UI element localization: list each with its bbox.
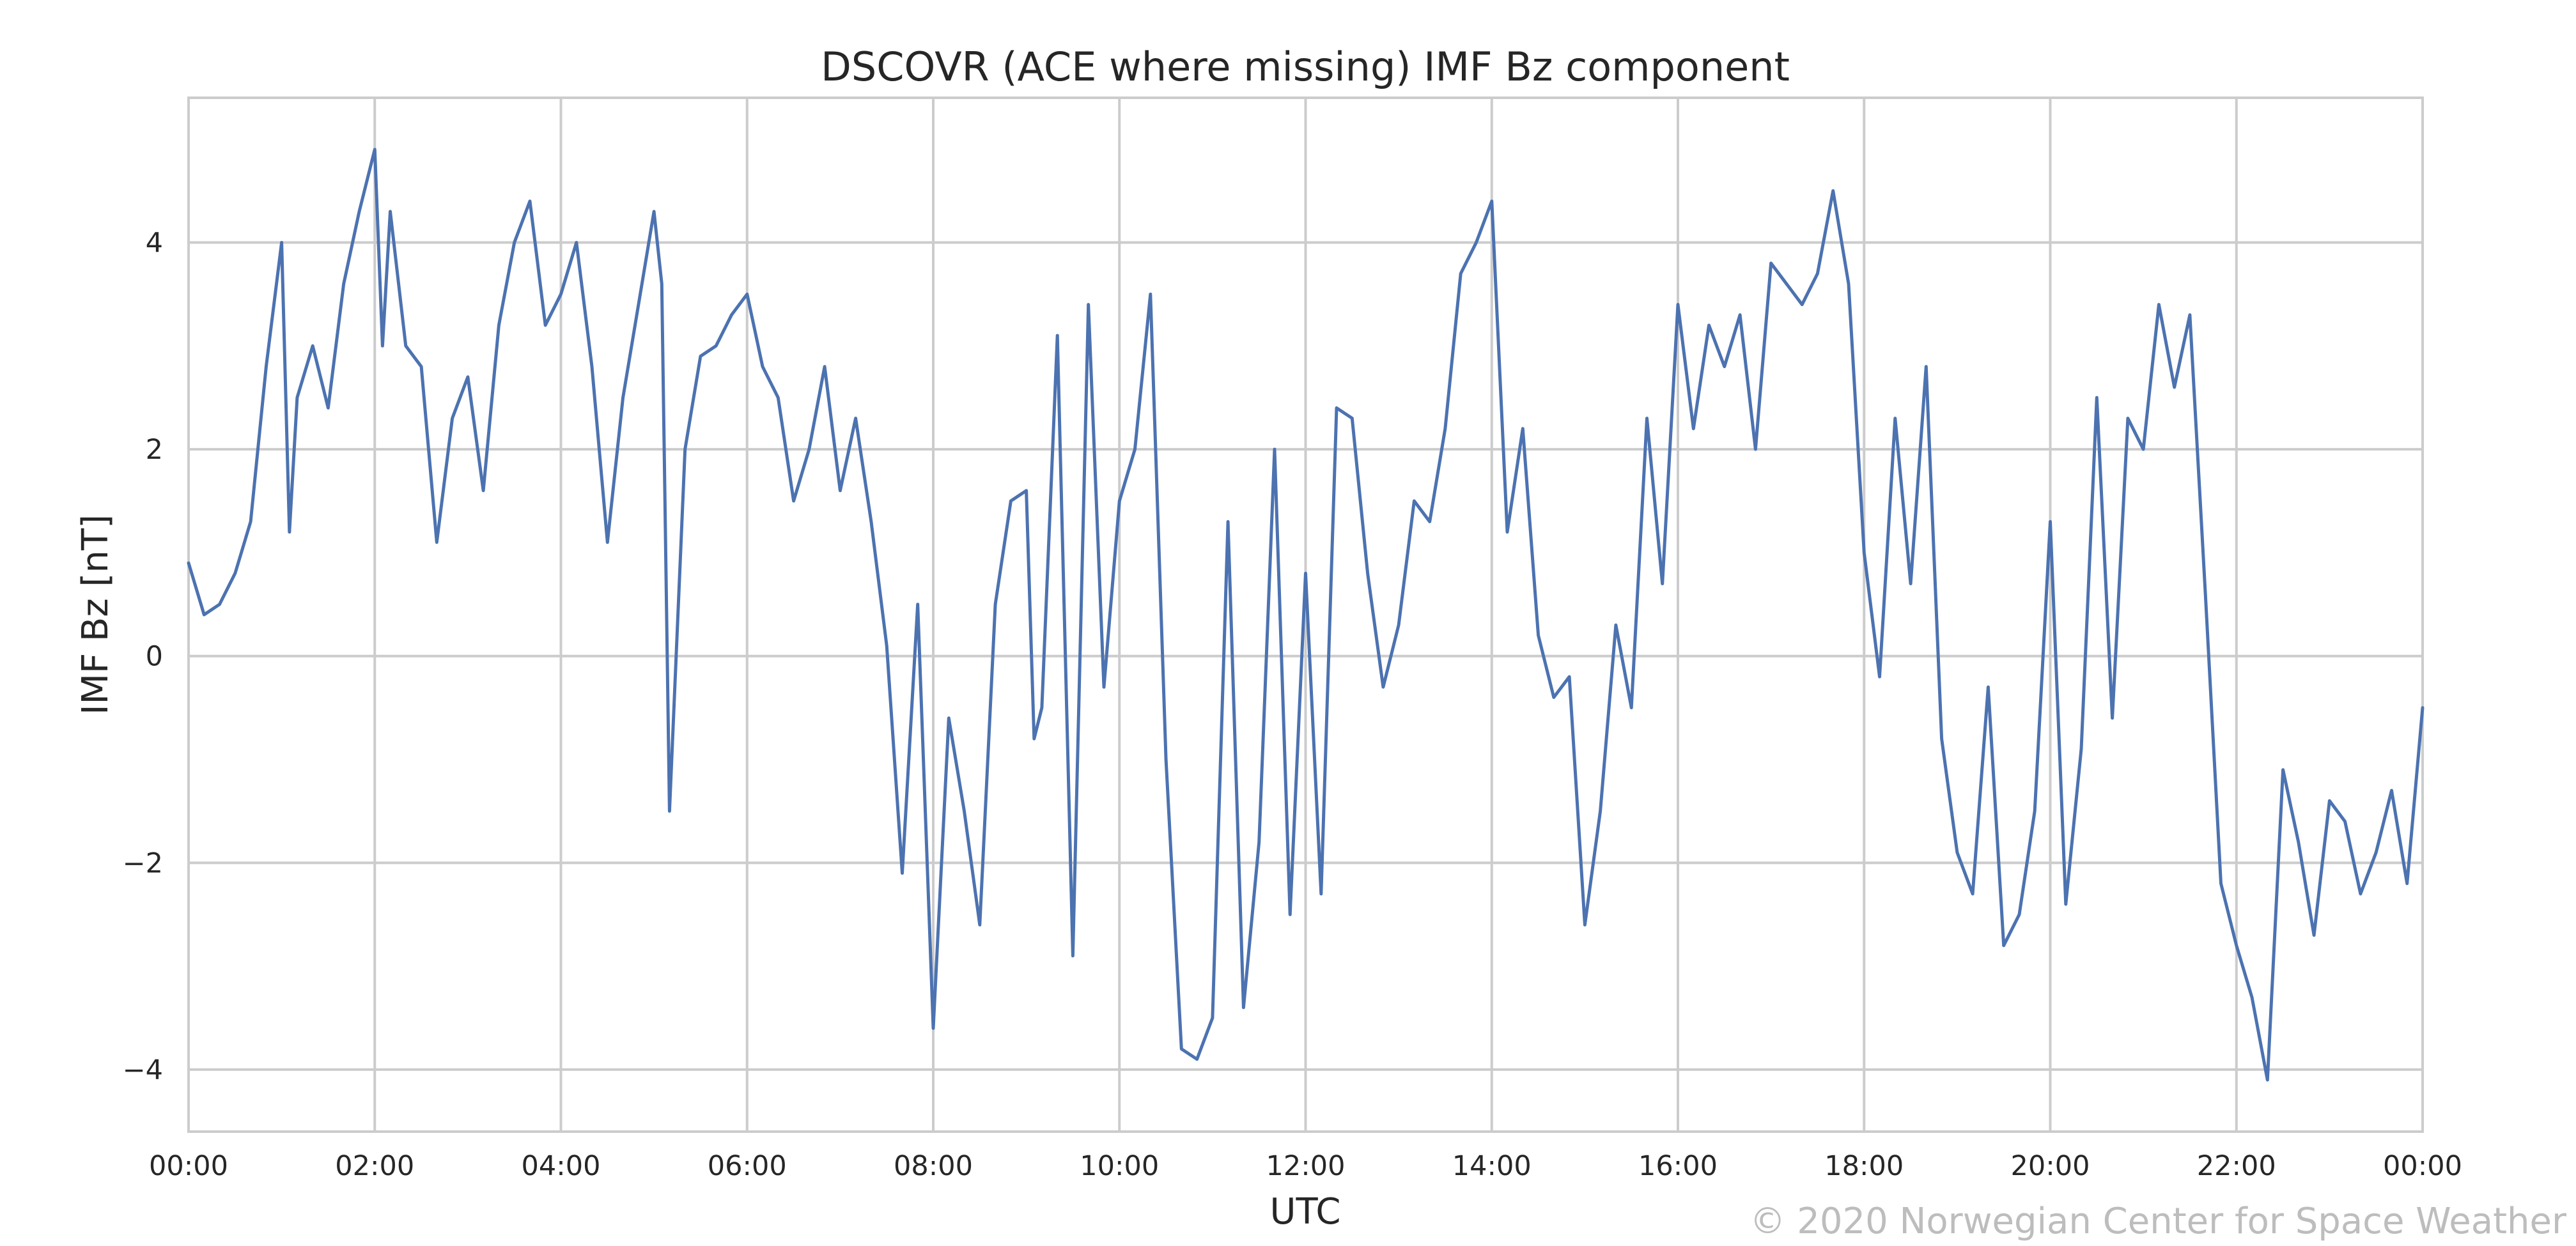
x-tick-label: 00:00	[149, 1150, 228, 1182]
y-axis-label: IMF Bz [nT]	[75, 514, 116, 715]
plot-frame	[187, 96, 2424, 1133]
x-tick-label: 04:00	[522, 1150, 601, 1182]
x-tick-label: 06:00	[708, 1150, 787, 1182]
tick-labels: 00:00 02:00 04:00 06:00 08:00 10:00 12:00 14:00…	[123, 227, 2462, 1182]
x-tick-label: 18:00	[1824, 1150, 1904, 1182]
bz-series-line	[187, 148, 2425, 1082]
series-group	[187, 148, 2425, 1082]
x-tick-label: 20:00	[2011, 1150, 2090, 1182]
x-axis-label: UTC	[1269, 1191, 1340, 1233]
y-tick-label: 0	[146, 641, 163, 673]
x-tick-label: 08:00	[894, 1150, 973, 1182]
y-tick-label: 4	[146, 227, 163, 259]
x-tick-label: 12:00	[1266, 1150, 1346, 1182]
x-tick-label: 14:00	[1452, 1150, 1532, 1182]
x-tick-label: 10:00	[1080, 1150, 1159, 1182]
y-tick-label: −2	[123, 847, 163, 879]
x-tick-label: 00:00	[2383, 1150, 2462, 1182]
x-tick-label: 02:00	[335, 1150, 414, 1182]
copyright-watermark: © 2020 Norwegian Center for Space Weathe…	[1750, 1201, 2567, 1242]
y-tick-label: −4	[123, 1054, 163, 1086]
x-tick-label: 16:00	[1638, 1150, 1718, 1182]
chart-title: DSCOVR (ACE where missing) IMF Bz compon…	[821, 43, 1790, 90]
y-tick-label: 2	[146, 434, 163, 466]
x-tick-label: 22:00	[2197, 1150, 2276, 1182]
